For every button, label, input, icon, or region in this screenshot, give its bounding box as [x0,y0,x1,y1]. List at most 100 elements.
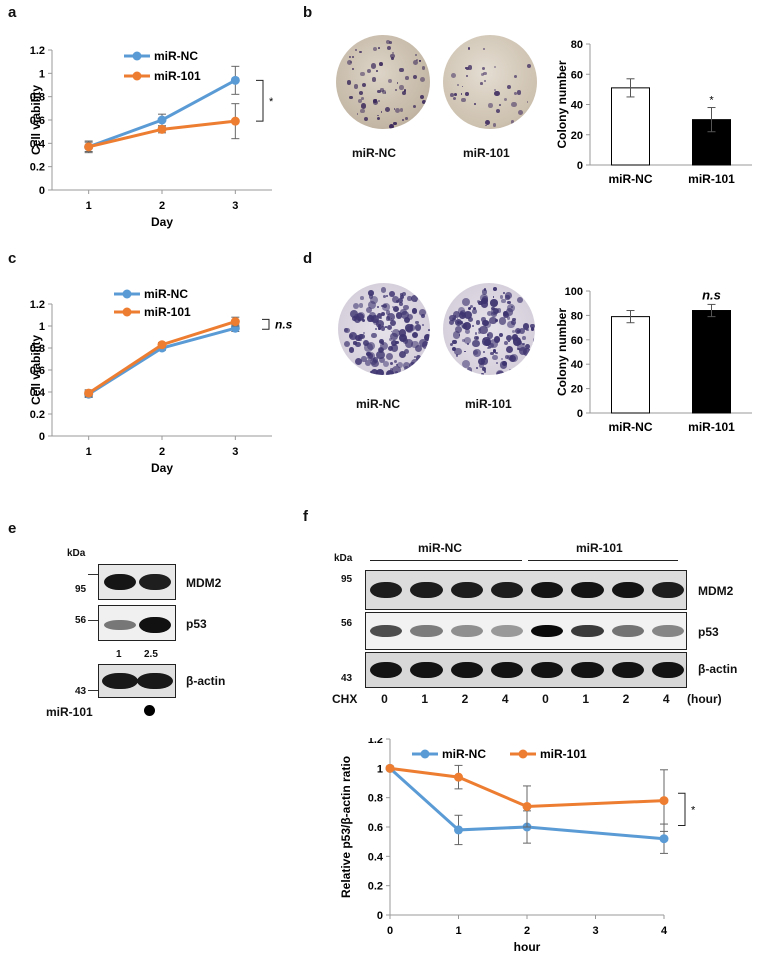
x-tick-label: 3 [592,925,598,937]
colony-spot [378,356,386,364]
colony-spot [458,334,461,336]
colony-spot [488,103,493,108]
colony-spot [467,316,473,322]
blot-band [651,662,684,678]
legend-marker [518,749,528,759]
colony-spot [452,346,457,351]
colony-spot [483,370,487,373]
colony-spot [387,45,392,50]
colony-spot [362,339,369,346]
y-tick-label: 0.2 [368,881,383,893]
colony-spot [465,74,468,77]
colony-spot [514,75,518,79]
y-axis-label: Colony number [555,60,569,148]
significance-bracket [678,792,686,827]
y-tick-label: 0.2 [30,162,45,174]
colony-spot [452,310,461,319]
blot-band [490,582,523,598]
blot-band [531,662,564,678]
colony-spot [373,319,379,325]
colony-spot [462,315,465,318]
y-tick-label: 20 [571,384,583,396]
colony-spot [522,336,526,340]
colony-spot [498,317,507,325]
colony-spot [398,67,404,73]
colony-spot [483,71,487,76]
colony-spot [353,303,360,310]
legend-marker [122,289,132,299]
colony-spot [486,311,492,317]
colony-spot [367,300,376,309]
colony-spot [355,49,357,52]
y-tick-label: 1.2 [30,45,45,57]
row-label-mdm2: MDM2 [186,576,222,590]
colony-spot [481,319,489,327]
blot-band [571,662,604,678]
y-tick-label: 0.2 [30,409,45,421]
colony-spot [454,347,462,356]
data-point [454,772,463,782]
colony-spot [402,304,409,311]
colony-label: miR-NC [356,397,400,411]
colony-spot [348,56,351,59]
colony-spot [359,50,362,54]
y-tick-label: 100 [565,286,583,298]
colony-spot [393,107,396,110]
colony-spot [380,340,383,343]
colony-spot [511,330,515,334]
colony-spot [415,324,422,331]
colony-spot [522,342,525,346]
colony-spot [488,346,491,349]
colony-spot [466,66,469,70]
colony-spot [403,317,411,324]
blot-band [651,625,684,637]
colony-spot [414,53,418,56]
colony-spot [467,307,471,311]
data-point [522,801,532,811]
x-axis-label: Day [151,215,173,229]
colony-spot [507,354,513,361]
colony-spot [371,369,379,375]
data-point [659,834,669,844]
row-label-actin: β-actin [698,662,738,676]
colony-spot [367,352,376,361]
colony-spot [414,299,417,302]
colony-spot [381,311,386,316]
colony-spot [505,292,513,299]
y-tick-label: 0 [39,185,45,197]
data-point [230,116,240,126]
x-tick-label: 1 [455,925,461,937]
blot-e-actin [98,664,176,698]
colony-spot [359,334,365,340]
colony-spot [358,98,363,103]
y-tick-label: 0.8 [368,793,383,805]
panel-label-a: a [8,4,17,21]
panel-label-c: c [8,250,17,267]
legend-label: miR-NC [442,747,486,761]
category-label: miR-101 [688,420,735,434]
colony-spot [388,338,393,342]
colony-spot [477,300,481,304]
blot-band [410,582,443,598]
colony-spot [464,92,469,96]
colony-spot [379,62,383,66]
colony-spot [512,317,517,322]
colony-spot [525,328,529,332]
colony-spot [452,331,461,339]
colony-spot [398,329,407,337]
marker-56: 56 [341,618,353,629]
colony-spot [349,60,352,63]
blot-band [410,625,443,637]
colony-spot [391,57,394,61]
panel-label-e: e [8,520,17,537]
blot-band [611,662,644,678]
colony-spot [390,340,397,346]
data-point [84,142,94,152]
colony-spot [506,300,511,305]
colony-spot [393,359,397,363]
colony-spot [401,370,408,375]
colony-spot [502,292,505,294]
hour-label: 2 [461,692,469,706]
colony-spot [414,344,422,353]
bar-miR-101 [692,310,731,414]
